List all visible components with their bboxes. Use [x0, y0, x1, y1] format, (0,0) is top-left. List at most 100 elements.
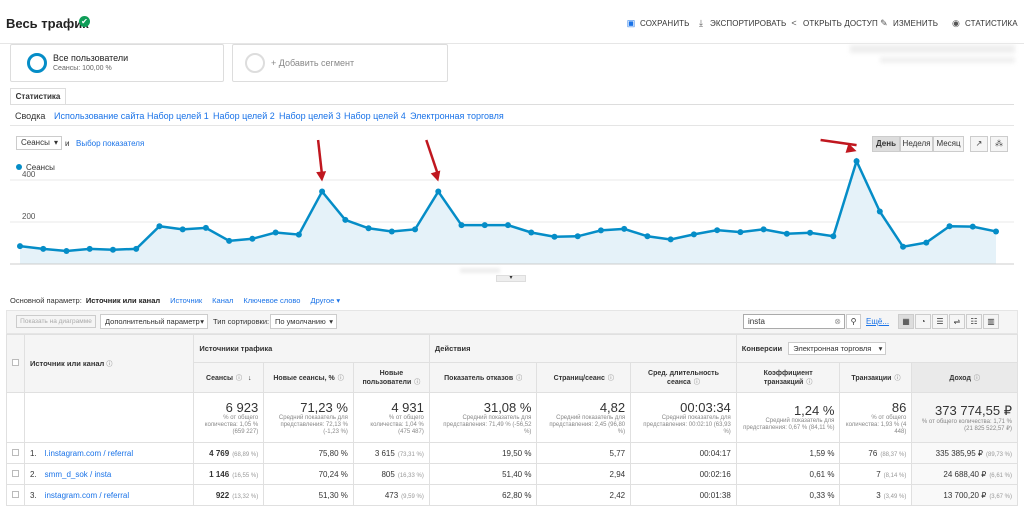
data-point[interactable]: [435, 188, 442, 195]
checkbox[interactable]: [12, 448, 19, 456]
tab-ecommerce[interactable]: Электронная торговля: [410, 111, 504, 121]
data-point[interactable]: [481, 222, 488, 229]
data-point[interactable]: [133, 245, 140, 252]
secondary-dimension-select[interactable]: Дополнительный параметр ▾: [100, 314, 208, 329]
dimension-other[interactable]: Другое ▾: [310, 296, 341, 305]
data-point[interactable]: [551, 233, 558, 240]
data-point[interactable]: [690, 231, 697, 238]
tab-goal-set-4[interactable]: Набор целей 4: [344, 111, 406, 121]
help-icon[interactable]: ⓘ: [235, 376, 242, 382]
data-point[interactable]: [946, 223, 953, 230]
pivot-view-icon[interactable]: ▥: [983, 314, 999, 329]
data-point[interactable]: [783, 230, 790, 237]
data-point[interactable]: [505, 222, 511, 229]
sort-arrow-icon[interactable]: ↓: [247, 375, 252, 382]
column-header-6[interactable]: Коэффициент транзакций ⓘ: [735, 362, 841, 393]
help-icon[interactable]: ⓘ: [894, 376, 901, 382]
advanced-filter-link[interactable]: Ещё...: [866, 317, 890, 326]
data-point[interactable]: [412, 226, 419, 233]
segment-all-users[interactable]: Все пользователи Сеансы: 100,00 %: [10, 44, 224, 82]
column-header-5[interactable]: Сред. длительность сеанса ⓘ: [630, 362, 737, 393]
data-point[interactable]: [597, 227, 604, 234]
search-button[interactable]: ⚲: [846, 314, 861, 329]
tab-statistics[interactable]: Статистика: [10, 88, 66, 105]
data-point[interactable]: [574, 233, 581, 240]
dimension-medium[interactable]: Канал: [212, 296, 234, 305]
sort-type-select[interactable]: По умолчанию ▾: [270, 314, 337, 329]
data-point[interactable]: [969, 223, 976, 230]
data-point[interactable]: [458, 222, 465, 229]
checkbox[interactable]: [12, 359, 19, 366]
data-point[interactable]: [365, 225, 372, 232]
column-header-8[interactable]: Доход ⓘ: [911, 362, 1018, 393]
column-header-3[interactable]: Показатель отказов ⓘ: [428, 362, 538, 393]
data-point[interactable]: [760, 226, 767, 233]
data-point[interactable]: [714, 227, 721, 234]
chart-resize-handle[interactable]: ▾: [496, 275, 526, 282]
share-button[interactable]: < ОТКРЫТЬ ДОСТУП: [789, 18, 878, 28]
tab-site-usage[interactable]: Использование сайта: [54, 111, 145, 121]
tab-goal-set-3[interactable]: Набор целей 3: [279, 111, 341, 121]
help-icon[interactable]: ⓘ: [106, 362, 113, 368]
tab-summary[interactable]: Сводка: [15, 111, 46, 121]
metric-select[interactable]: Сеансы ▾: [16, 136, 62, 150]
help-icon[interactable]: ⓘ: [414, 379, 421, 386]
month-button[interactable]: Месяц: [933, 136, 964, 152]
data-point[interactable]: [900, 243, 907, 250]
help-icon[interactable]: ⓘ: [693, 379, 700, 386]
checkbox[interactable]: [12, 490, 19, 498]
show-on-chart-button[interactable]: Показать на диаграмме: [16, 315, 96, 328]
data-point[interactable]: [63, 247, 70, 254]
data-point[interactable]: [272, 229, 279, 236]
row-checkbox-cell[interactable]: [6, 463, 25, 485]
data-point[interactable]: [226, 237, 233, 244]
save-button[interactable]: ▣ СОХРАНИТЬ: [626, 18, 690, 28]
data-point[interactable]: [202, 224, 209, 231]
column-source-header[interactable]: Источник или канал ⓘ: [23, 334, 195, 393]
dimension-keyword[interactable]: Ключевое слово: [243, 296, 301, 305]
data-point[interactable]: [853, 158, 860, 165]
table-view-icon[interactable]: ▦: [898, 314, 914, 329]
day-button[interactable]: День: [872, 136, 900, 152]
term-cloud-icon[interactable]: ☷: [966, 314, 982, 329]
clear-icon[interactable]: ⊗: [834, 317, 841, 326]
table-search-input[interactable]: insta ⊗: [743, 314, 845, 329]
tab-goal-set-1[interactable]: Набор целей 1: [147, 111, 209, 121]
data-point[interactable]: [295, 231, 302, 238]
row-checkbox-cell[interactable]: [6, 442, 25, 464]
column-header-0[interactable]: Сеансы ⓘ ↓: [193, 362, 265, 393]
stats-button[interactable]: ◉ СТАТИСТИКА: [951, 18, 1018, 28]
line-chart-toggle[interactable]: ↗: [970, 136, 988, 152]
performance-view-icon[interactable]: ☰: [932, 314, 948, 329]
data-point[interactable]: [644, 233, 651, 240]
data-point[interactable]: [388, 228, 395, 235]
data-point[interactable]: [807, 229, 814, 236]
column-header-7[interactable]: Транзакции ⓘ: [839, 362, 913, 393]
data-point[interactable]: [86, 245, 93, 252]
date-range-blurred[interactable]: [850, 45, 1015, 53]
data-point[interactable]: [40, 245, 47, 252]
checkbox[interactable]: [12, 469, 19, 477]
export-button[interactable]: ⤓ ЭКСПОРТИРОВАТЬ: [696, 18, 786, 28]
data-point[interactable]: [737, 229, 744, 236]
help-icon[interactable]: ⓘ: [607, 376, 614, 382]
source-link[interactable]: instagram.com / referral: [44, 490, 130, 500]
add-segment[interactable]: + Добавить сегмент: [232, 44, 448, 82]
data-point[interactable]: [528, 229, 535, 236]
week-button[interactable]: Неделя: [900, 136, 933, 152]
motion-chart-toggle[interactable]: ⁂: [990, 136, 1008, 152]
data-point[interactable]: [319, 188, 326, 195]
source-link[interactable]: smm_d_sok / insta: [44, 469, 112, 479]
data-point[interactable]: [923, 239, 930, 246]
column-header-4[interactable]: Страниц/сеанс ⓘ: [536, 362, 632, 393]
dimension-source-medium[interactable]: Источник или канал: [85, 296, 161, 305]
pie-view-icon[interactable]: ◔: [915, 314, 931, 329]
source-link[interactable]: l.instagram.com / referral: [44, 448, 134, 458]
data-point[interactable]: [830, 233, 837, 240]
data-point[interactable]: [156, 223, 163, 230]
data-point[interactable]: [179, 226, 186, 233]
data-point[interactable]: [993, 228, 999, 235]
help-icon[interactable]: ⓘ: [337, 376, 344, 382]
data-point[interactable]: [109, 246, 116, 253]
data-point[interactable]: [249, 235, 256, 242]
